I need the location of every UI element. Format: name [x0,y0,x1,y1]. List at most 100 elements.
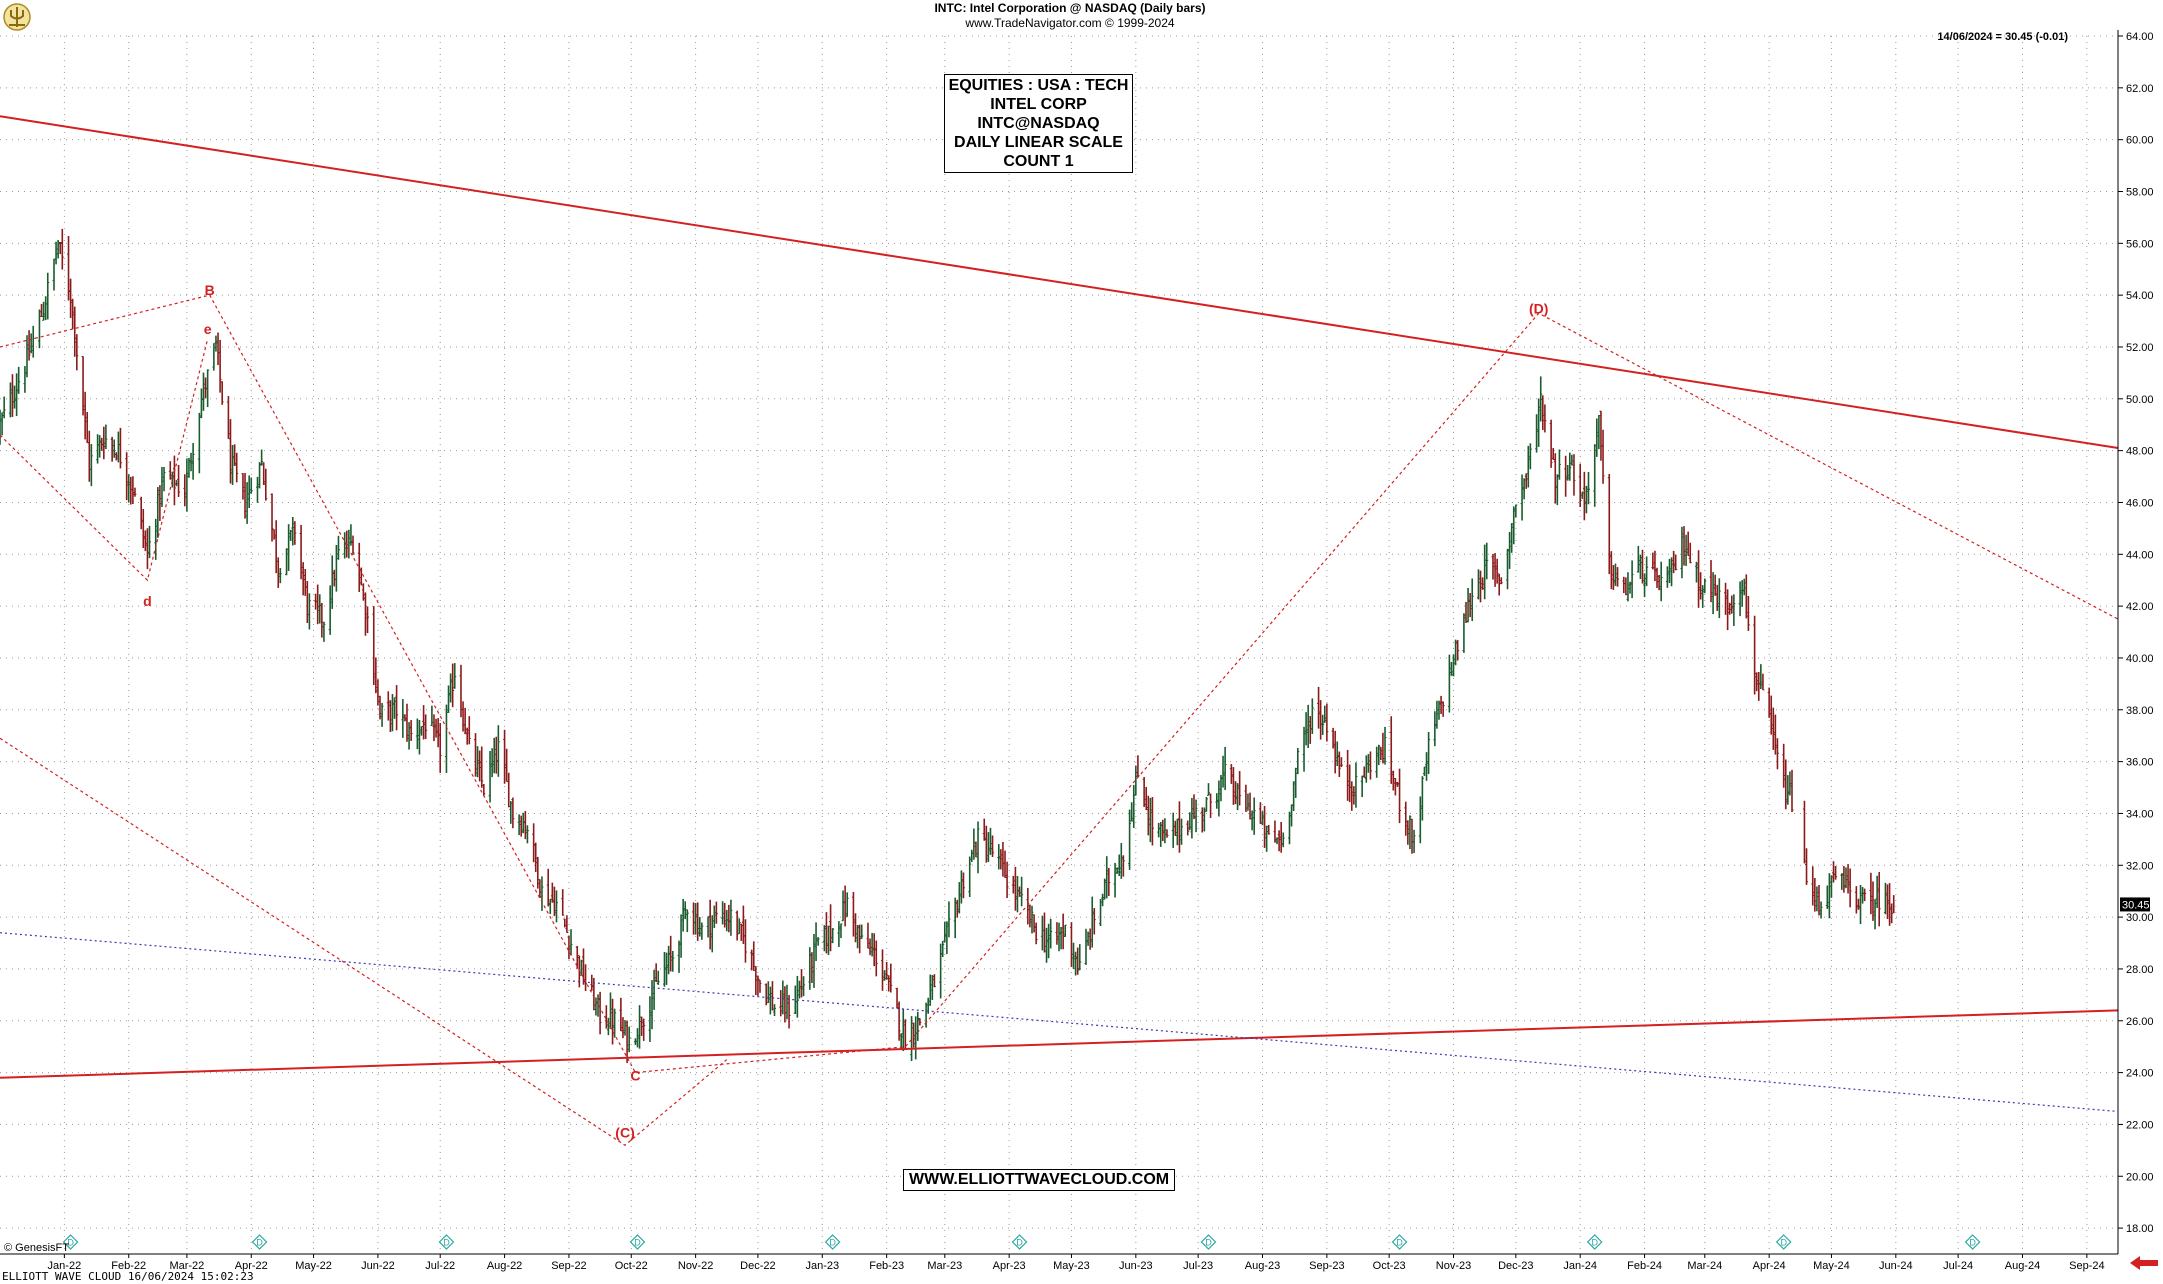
wave-label: (D) [1529,300,1548,316]
diamond-d-icon [1011,1234,1028,1250]
diamond-d-icon [1200,1234,1217,1250]
trident-logo-icon [2,2,32,37]
diamond-d-icon [629,1234,646,1250]
x-tick-label: Jul-23 [1183,1260,1213,1272]
y-tick-label: 52.00 [2126,342,2154,354]
wave-label: B [205,282,215,298]
x-tick-label: Mar-22 [169,1260,204,1272]
y-tick-label: 62.00 [2126,83,2154,95]
y-tick-label: 64.00 [2126,31,2154,43]
x-tick-label: Dec-23 [1498,1260,1533,1272]
x-tick-label: Feb-22 [111,1260,146,1272]
wave-labels: Be d C (C) (D) [143,282,1548,1140]
x-tick-label: Jan-23 [805,1260,839,1272]
footer-text: ELLIOTT WAVE CLOUD 16/06/2024 15:02:23 [2,1270,254,1283]
info-line-5: COUNT 1 [1003,153,1074,170]
x-tick-label: Mar-24 [1687,1260,1722,1272]
x-tick-label: Nov-23 [1436,1260,1471,1272]
diamond-d-icon [251,1234,268,1250]
watermark-url: WWW.ELLIOTTWAVECLOUD.COM [903,1169,1176,1191]
y-tick-label: 46.00 [2126,497,2154,509]
x-tick-label: Jan-24 [1563,1260,1597,1272]
x-tick-label: Mar-23 [927,1260,962,1272]
x-tick-label: Feb-24 [1627,1260,1662,1272]
trendline-blue [0,932,2119,1113]
trendline-lower [0,1009,2119,1079]
x-tick-label: Apr-22 [235,1260,268,1272]
x-tick-label: Aug-23 [1245,1260,1280,1272]
x-tick-label: Aug-22 [487,1260,522,1272]
x-tick-label: Sep-24 [2069,1260,2104,1272]
x-tick-label: Jun-23 [1119,1260,1153,1272]
info-line-1: EQUITIES : USA : TECH [948,77,1129,94]
wave-label: C [630,1067,640,1083]
y-tick-label: 28.00 [2126,964,2154,976]
diamond-d-letter: D [829,1238,836,1248]
diamond-d-letter: D [634,1238,641,1248]
x-tick-label: Jul-24 [1943,1260,1973,1272]
y-tick-label: 36.00 [2126,757,2154,769]
info-box: EQUITIES : USA : TECH INTEL CORP INTC@NA… [944,74,1133,173]
x-tick-label: May-23 [1053,1260,1090,1272]
trendline-upper [0,115,2119,449]
x-tick-label: Apr-24 [1753,1260,1786,1272]
y-tick-label: 56.00 [2126,238,2154,250]
y-axis: 18.00 20.00 22.00 24.00 26.00 28.00 30.00 32.00… [2117,30,2154,1254]
red-arrow-left-icon[interactable] [2128,1255,2160,1276]
info-line-4: DAILY LINEAR SCALE [954,134,1123,151]
diamond-d-letter: D [67,1238,74,1248]
wave-label: (C) [615,1124,634,1140]
x-tick-label: May-22 [295,1260,332,1272]
x-tick-label: May-24 [1813,1260,1850,1272]
last-price-label: 30.45 [2122,899,2150,911]
diamond-d-letter: D [1780,1238,1787,1248]
diamond-d-letter: D [1396,1238,1403,1248]
y-tick-label: 38.00 [2126,705,2154,717]
y-tick-label: 20.00 [2126,1171,2154,1183]
info-line-2: INTEL CORP [990,96,1087,113]
provider-credit: © GenesisFT [4,1242,69,1254]
y-tick-label: 50.00 [2126,394,2154,406]
x-tick-label: Jun-24 [1879,1260,1913,1272]
grid [0,35,2118,1254]
x-tick-label: Jan-22 [48,1260,82,1272]
x-tick-label: Oct-23 [1373,1260,1406,1272]
trendlines [0,115,2119,1146]
x-tick-label: Dec-22 [740,1260,775,1272]
trendline-wave-3 [0,737,728,1146]
diamond-d-icon [1586,1234,1603,1250]
diamond-d-letter: D [1016,1238,1023,1248]
y-tick-label: 42.00 [2126,601,2154,613]
wave-label: e [204,321,212,337]
y-tick-label: 44.00 [2126,549,2154,561]
y-tick-label: 30.00 [2126,912,2154,924]
y-tick-label: 26.00 [2126,1016,2154,1028]
x-tick-label: Feb-23 [869,1260,904,1272]
diamond-d-letter: D [443,1238,450,1248]
y-tick-label: 22.00 [2126,1119,2154,1131]
wave-label: d [143,593,152,609]
x-tick-label: Apr-23 [993,1260,1026,1272]
trendline-wave-1 [0,339,209,582]
price-bars [0,228,1895,1064]
x-tick-label: Aug-24 [2005,1260,2040,1272]
trendline-wave-2 [0,294,2119,1074]
y-tick-label: 58.00 [2126,186,2154,198]
diamond-d-icon [824,1234,841,1250]
x-tick-label: Oct-22 [615,1260,648,1272]
x-tick-label: Nov-22 [678,1260,713,1272]
x-tick-label: Sep-22 [551,1260,586,1272]
x-tick-label: Sep-23 [1309,1260,1344,1272]
x-tick-label: Jul-22 [425,1260,455,1272]
y-tick-label: 54.00 [2126,290,2154,302]
copyright-text: www.TradeNavigator.com © 1999-2024 [965,16,1175,30]
diamond-d-letter: D [1205,1238,1212,1248]
y-tick-label: 34.00 [2126,808,2154,820]
x-tick-label: Jun-22 [361,1260,395,1272]
y-tick-label: 32.00 [2126,860,2154,872]
y-tick-label: 18.00 [2126,1223,2154,1235]
y-tick-label: 60.00 [2126,135,2154,147]
diamond-d-letter: D [1591,1238,1598,1248]
diamond-d-icon [438,1234,455,1250]
